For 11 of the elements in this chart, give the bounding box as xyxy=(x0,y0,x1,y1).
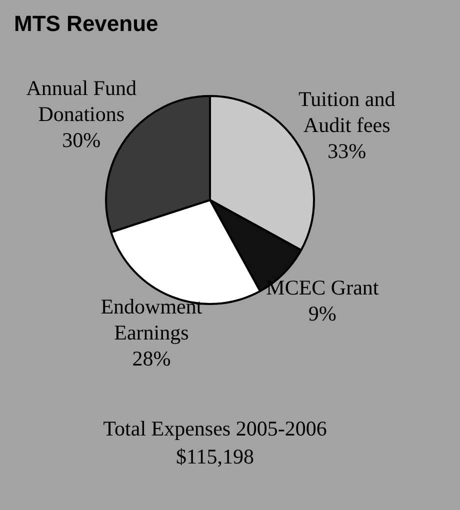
slice-label: MCEC Grant xyxy=(266,275,379,300)
chart-title: MTS Revenue xyxy=(14,11,158,36)
data-label: 30% xyxy=(62,128,101,152)
data-label: 9% xyxy=(308,301,336,326)
data-label: 33% xyxy=(328,139,366,164)
text: $115,198 xyxy=(176,444,254,469)
slice-label: Endowment Earnings xyxy=(100,294,202,344)
data-label: 28% xyxy=(132,346,171,370)
slice-label: Annual Fund Donations xyxy=(26,76,137,126)
text: Total Expenses 2005-2006 xyxy=(103,416,327,441)
slice-label: Tuition and Audit fees xyxy=(298,87,396,138)
